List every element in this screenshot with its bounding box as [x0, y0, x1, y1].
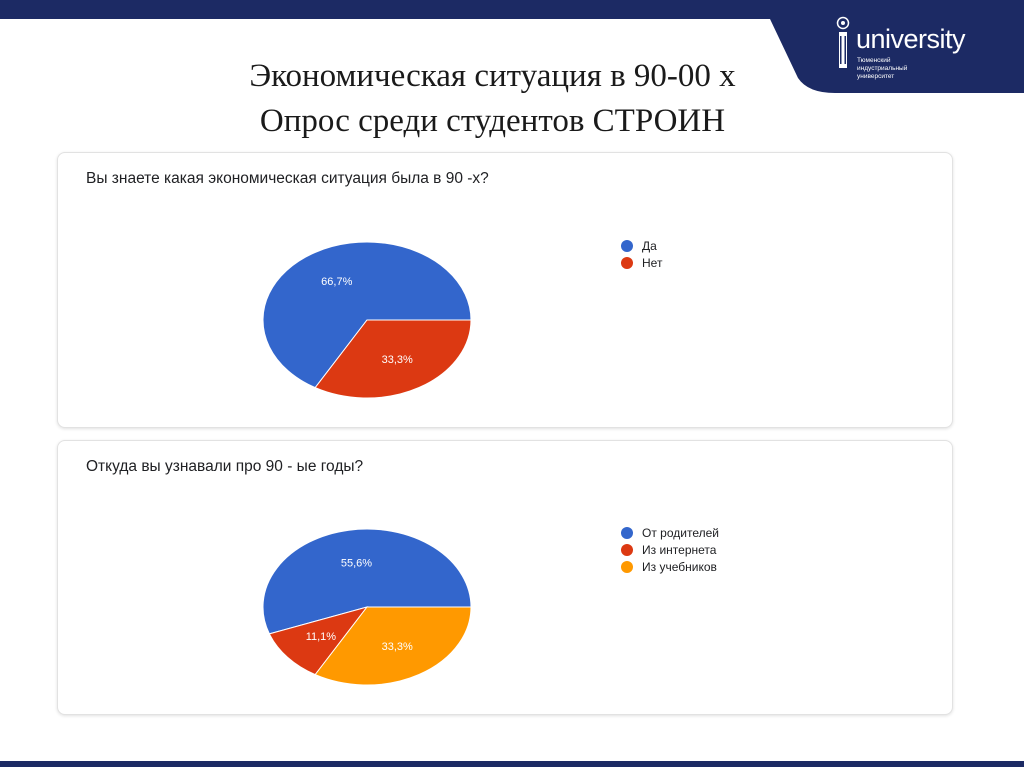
pie-2-slice-1-label: 11,1% — [306, 631, 337, 643]
slide-title-line-2: Опрос среди студентов СТРОИН — [259, 103, 726, 139]
legend-item-net: Нет — [621, 254, 662, 271]
pie-chart-1: 66,7% 33,3% — [262, 241, 472, 399]
legend-label: Да — [642, 238, 657, 253]
chart-1-legend: Да Нет — [621, 237, 662, 271]
pie-2-slice-2 — [314, 606, 472, 686]
legend-item-textbooks: Из учебников — [621, 558, 719, 575]
pie-1-slice-0 — [262, 241, 472, 389]
logo-icon — [836, 16, 850, 68]
pie-chart-2: 55,6% 11,1% 33,3% — [262, 528, 472, 686]
legend-dot — [621, 239, 633, 252]
slide-title: Экономическая ситуация в 90-00 х Опрос с… — [160, 54, 825, 144]
bottom-bar — [0, 761, 1024, 767]
pie-2-slice-2-label: 33,3% — [382, 641, 413, 653]
legend-label: От родителей — [642, 525, 719, 540]
brand-tab — [770, 19, 1024, 93]
pie-1-slice-1 — [314, 319, 472, 399]
top-bar — [0, 0, 1024, 19]
logo-sub-line-1: Тюменский — [857, 57, 891, 64]
legend-item-da: Да — [621, 237, 662, 254]
chart-card-2: Откуда вы узнавали про 90 - ые годы? 55,… — [57, 440, 953, 715]
pie-2-slice-0 — [262, 528, 472, 635]
legend-label: Из учебников — [642, 559, 717, 574]
logo-sub-line-3: университет — [857, 73, 895, 80]
legend-dot — [621, 256, 633, 269]
chart-1-question: Вы знаете какая экономическая ситуация б… — [86, 170, 489, 187]
pie-1-slice-1-label: 33,3% — [382, 354, 413, 366]
legend-dot — [621, 543, 633, 556]
pie-2-slice-0-label: 55,6% — [341, 557, 372, 569]
logo-sub-line-2: индустриальный — [857, 65, 908, 72]
chart-card-1: Вы знаете какая экономическая ситуация б… — [57, 152, 953, 428]
university-logo: university Тюменский индустриальный унив… — [832, 16, 1002, 86]
pie-2-slice-1 — [268, 606, 369, 676]
slide-title-line-1: Экономическая ситуация в 90-00 х — [249, 58, 736, 94]
legend-label: Нет — [642, 255, 663, 270]
legend-item-internet: Из интернета — [621, 541, 719, 558]
chart-2-legend: От родителей Из интернета Из учебников — [621, 524, 719, 575]
logo-subtitle: Тюменский индустриальный университет — [857, 57, 947, 81]
legend-dot — [621, 560, 633, 573]
legend-item-parents: От родителей — [621, 524, 719, 541]
pie-1-slice-0-label: 66,7% — [321, 276, 352, 288]
legend-dot — [621, 526, 633, 539]
chart-2-question: Откуда вы узнавали про 90 - ые годы? — [86, 458, 364, 475]
legend-label: Из интернета — [642, 542, 717, 557]
logo-word: university — [856, 24, 966, 54]
